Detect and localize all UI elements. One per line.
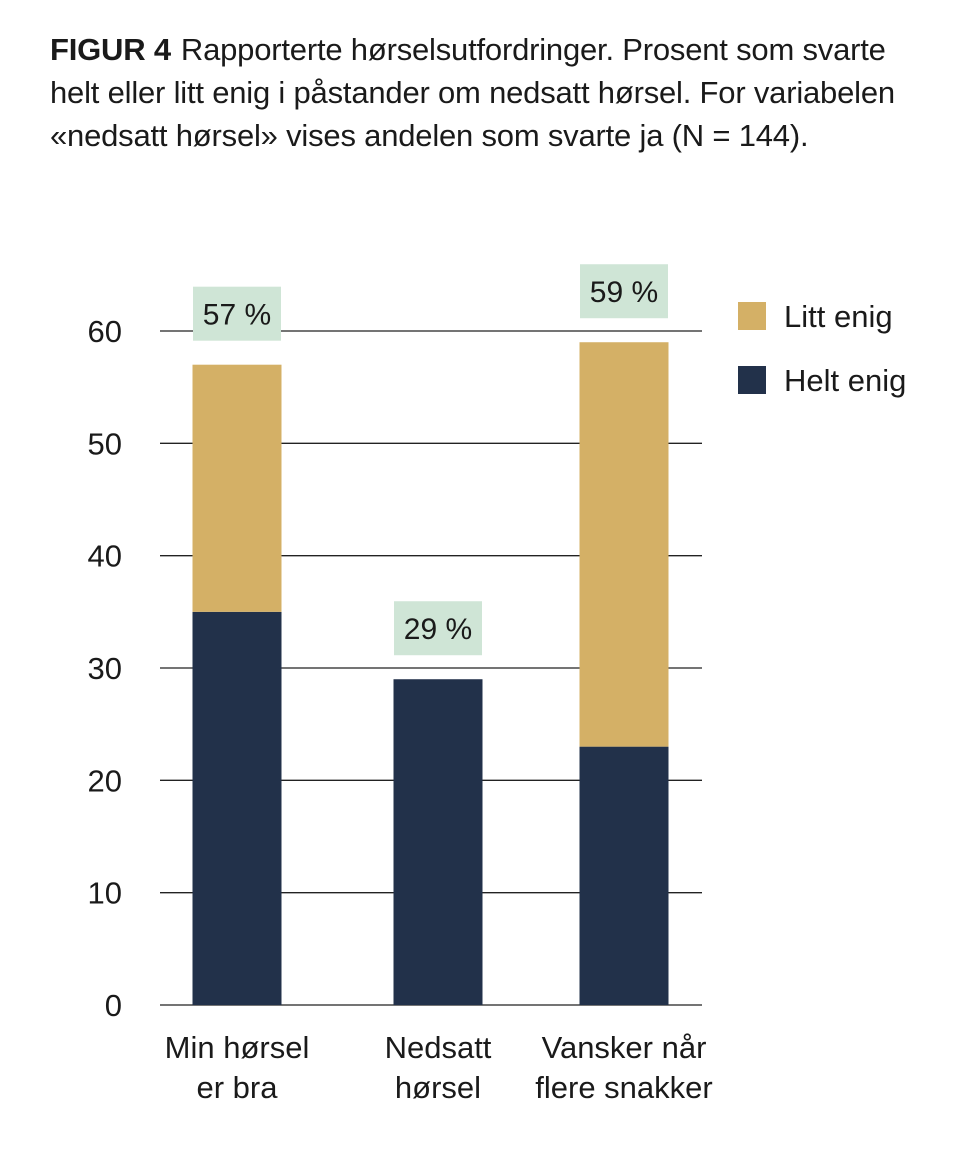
total-label-box [193, 286, 281, 341]
total-label-box [580, 264, 668, 319]
x-category-label: er bra [197, 1070, 279, 1105]
y-tick-label: 40 [88, 539, 122, 574]
total-label-box [394, 601, 482, 656]
legend-swatch [738, 366, 766, 394]
figure-caption-text: Rapporterte hørselsutfordringer. Prosent… [50, 32, 895, 153]
bar-helt-enig [579, 746, 669, 1005]
x-category-label: hørsel [395, 1070, 481, 1105]
legend-swatch [738, 302, 766, 330]
x-category-label: Nedsatt [385, 1030, 492, 1065]
figure-caption: FIGUR 4 Rapporterte hørselsutfordringer. … [50, 28, 930, 157]
y-tick-label: 30 [88, 651, 122, 686]
bar-litt-enig [192, 364, 282, 612]
x-category-label: Min hørsel [165, 1030, 310, 1065]
bar-litt-enig [579, 342, 669, 747]
y-tick-label: 20 [88, 763, 122, 798]
figure-number: FIGUR 4 [50, 32, 171, 67]
y-tick-label: 60 [88, 314, 122, 349]
legend-label: Helt enig [784, 363, 906, 398]
y-tick-label: 10 [88, 876, 122, 911]
total-label: 29 % [404, 613, 472, 646]
bar-helt-enig [192, 611, 282, 1005]
total-label: 57 % [203, 299, 271, 332]
y-tick-label: 0 [105, 988, 122, 1023]
x-category-label: flere snakker [535, 1070, 712, 1105]
x-category-label: Vansker når [542, 1030, 707, 1065]
legend-label: Litt enig [784, 299, 893, 334]
bar-helt-enig [393, 679, 483, 1005]
total-label: 59 % [590, 276, 658, 309]
y-tick-label: 50 [88, 426, 122, 461]
